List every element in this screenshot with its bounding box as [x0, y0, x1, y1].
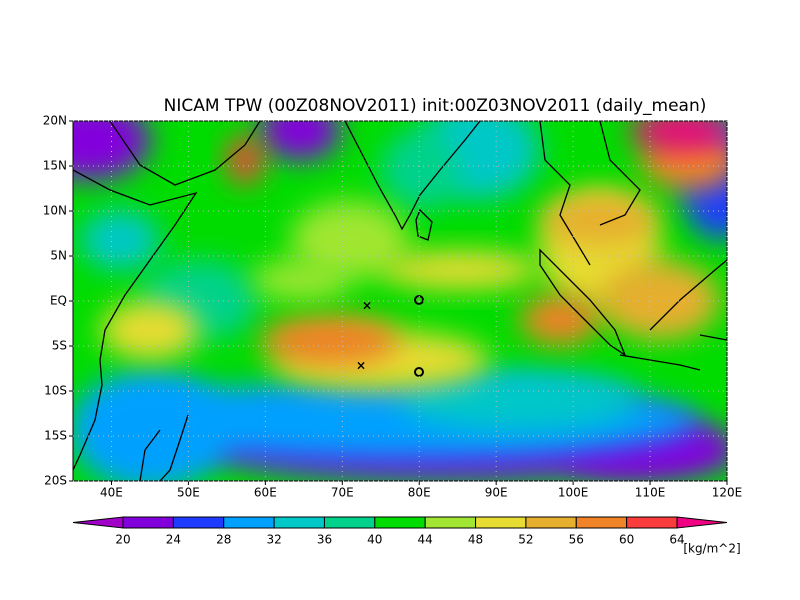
colorbar-box: [374, 516, 426, 529]
colorbar-extend-low: [72, 516, 124, 529]
coast-india: [344, 121, 481, 231]
x-tick-label: 80E: [408, 486, 431, 500]
y-tick-label: 20N: [43, 114, 67, 128]
field-patch: [290, 200, 410, 280]
colorbar-label: 64: [669, 533, 684, 547]
x-tick-label: 40E: [100, 486, 123, 500]
colorbar-unit: [kg/m^2]: [683, 542, 740, 556]
x-tick-label: 100E: [558, 486, 589, 500]
y-tick-label: 5N: [50, 249, 67, 263]
colorbar-box: [172, 516, 225, 529]
colorbar-label: 60: [619, 533, 634, 547]
colorbar-extend-high: [676, 516, 728, 529]
coast-java: [619, 354, 701, 371]
coast-sumatra: [539, 248, 627, 357]
field-patch: [600, 260, 720, 340]
field-patch: [380, 250, 540, 290]
colorbar-label: 36: [317, 533, 332, 547]
y-tick-label: 10S: [44, 384, 67, 398]
colorbar-label: 44: [418, 533, 433, 547]
field-patch: [380, 130, 460, 210]
field-patch: [520, 295, 600, 345]
map-title: NICAM TPW (00Z08NOV2011) init:00Z03NOV20…: [164, 96, 707, 116]
marker-x: ×: [356, 359, 366, 373]
colorbar-label: 32: [266, 533, 281, 547]
x-tick-label: 110E: [635, 486, 666, 500]
field-patch: [250, 260, 350, 300]
field-patch: [80, 210, 160, 270]
coast-arabia: [109, 121, 261, 186]
colorbar-label: 24: [166, 533, 181, 547]
colorbar-label: 40: [367, 533, 382, 547]
x-tick-label: 90E: [485, 486, 508, 500]
x-tick-label: 50E: [177, 486, 200, 500]
coast-africa: [73, 169, 198, 471]
y-tick-label: 20S: [44, 474, 67, 488]
coastlines: [73, 121, 727, 481]
colorbar-box: [122, 516, 174, 529]
colorbar-box: [273, 516, 325, 529]
x-tick-label: 60E: [254, 486, 277, 500]
colorbar-box: [223, 516, 275, 529]
x-tick-label: 120E: [712, 486, 743, 500]
colorbar-box: [525, 516, 577, 529]
field-patch: [73, 121, 150, 180]
colorbar-label: 28: [216, 533, 231, 547]
colorbar-label: 52: [518, 533, 533, 547]
colorbar-label: 20: [115, 533, 130, 547]
coast-madagascar: [139, 414, 189, 481]
coast-indochina: [539, 121, 641, 266]
colorbar-label: 56: [569, 533, 584, 547]
field-patch: [260, 315, 400, 365]
colorbar-box: [323, 516, 376, 529]
colorbar-box: [475, 516, 527, 529]
tpw-field: [73, 121, 727, 481]
y-tick-label: 15N: [43, 159, 67, 173]
marker-x: ×: [362, 299, 372, 313]
colorbar-box: [626, 516, 678, 529]
field-patch: [540, 195, 660, 245]
field-patch: [400, 370, 640, 430]
field-patch: [100, 300, 200, 360]
field-patch: [260, 121, 340, 160]
y-tick-label: EQ: [50, 294, 67, 308]
axes: 40E 50E 60E 70E 80E 90E 100E 110E 120E 20S 15S 10S 5…: [43, 114, 743, 500]
colorbar: 20 24 28 32 36 40 44 48 52 56 60 64: [72, 516, 728, 547]
colorbar-label: 48: [468, 533, 483, 547]
colorbar-box: [575, 516, 628, 529]
y-tick-label: 15S: [44, 429, 67, 443]
field-patch: [73, 370, 230, 481]
field-patch: [630, 121, 727, 150]
colorbar-box: [424, 516, 477, 529]
y-tick-label: 5S: [52, 339, 67, 353]
field-patch: [227, 136, 263, 184]
x-tick-label: 70E: [331, 486, 354, 500]
coast-sri-lanka: [415, 208, 433, 241]
y-tick-label: 10N: [43, 204, 67, 218]
coast-borneo: [649, 259, 727, 341]
